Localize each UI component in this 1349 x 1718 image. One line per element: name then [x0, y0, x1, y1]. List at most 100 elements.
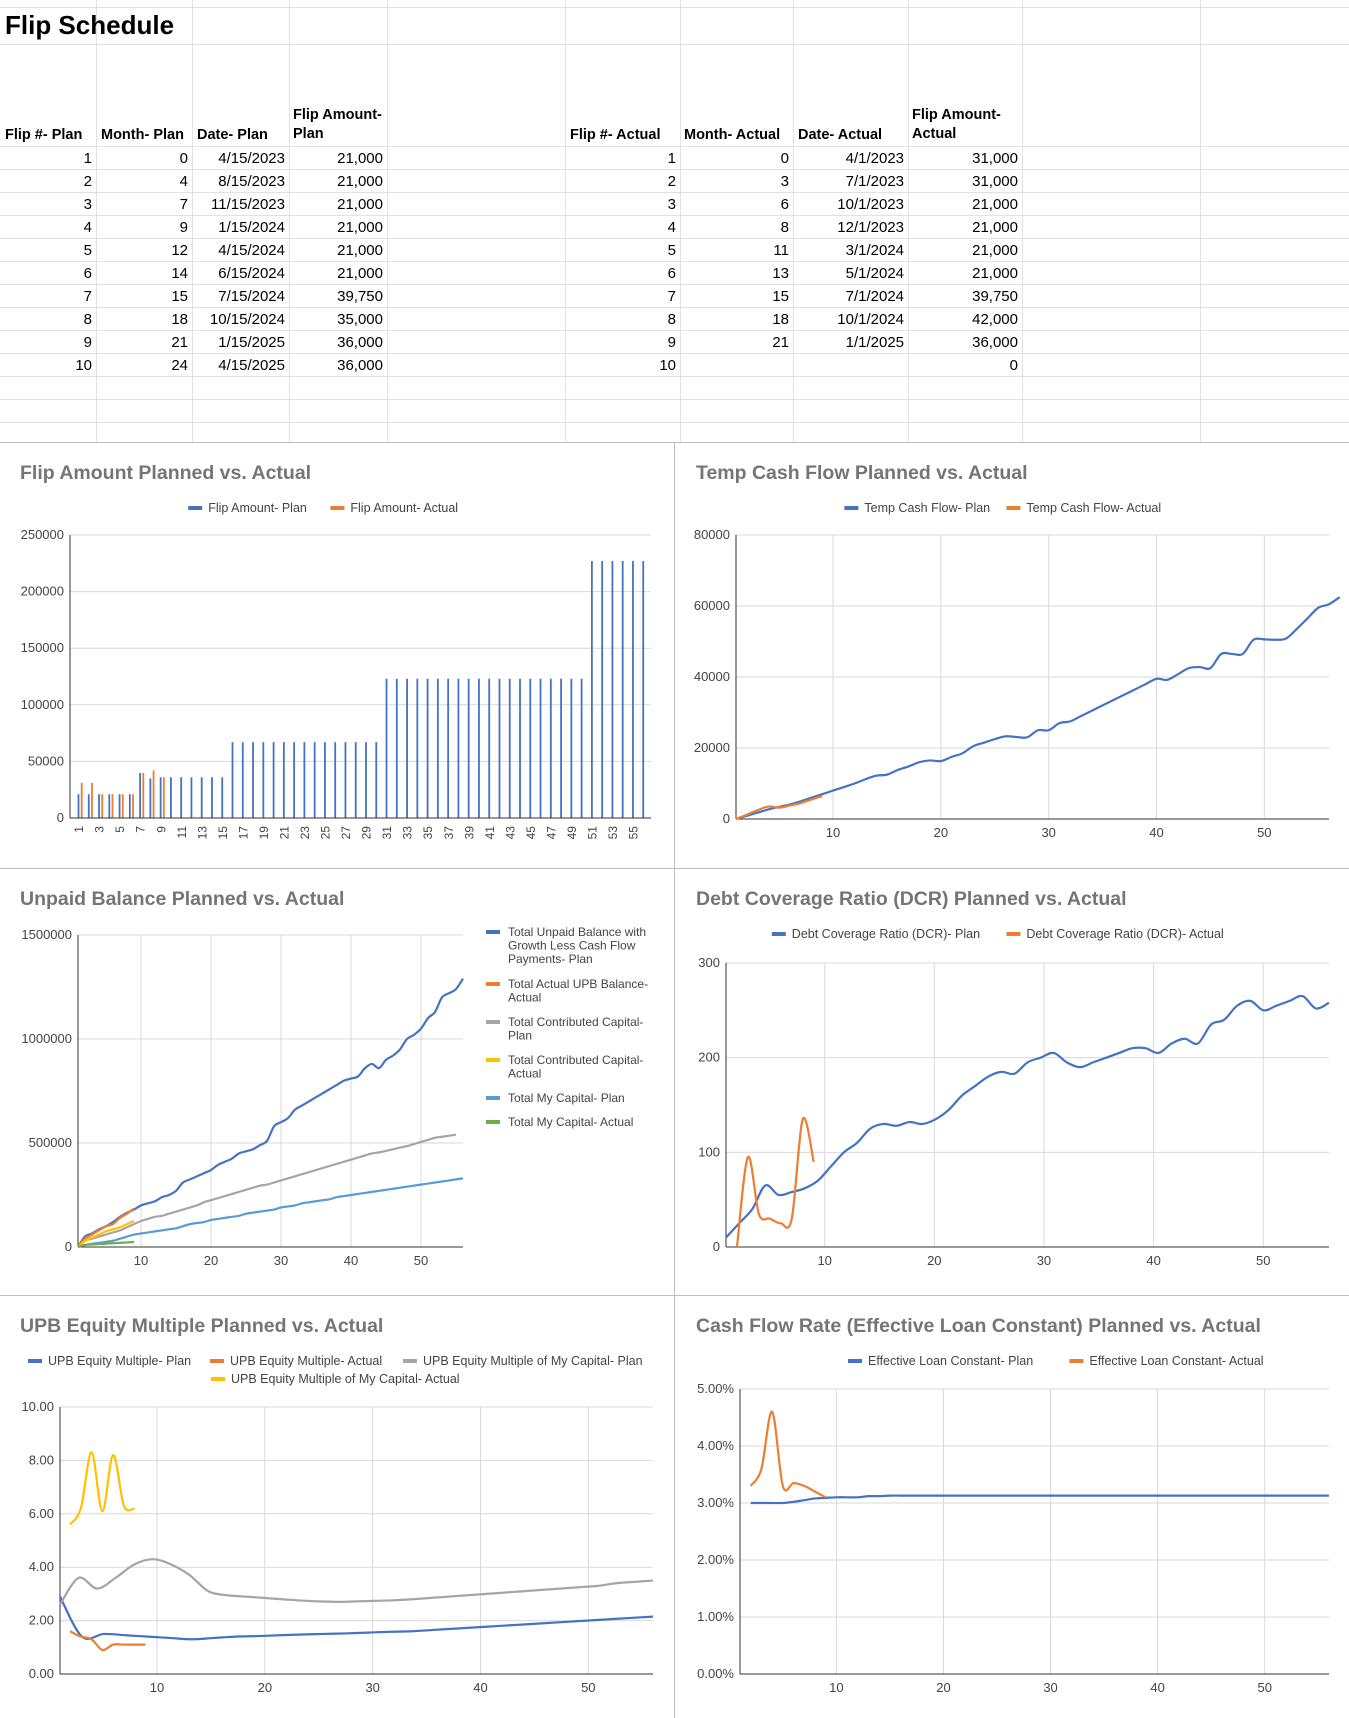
plan-cell[interactable]: 10 [75, 357, 92, 374]
actual-cell[interactable]: 12/1/2023 [837, 219, 904, 236]
plan-cell[interactable]: 1 [83, 150, 92, 167]
plan-cell[interactable]: 12 [171, 242, 188, 259]
dcr-svg: Debt Coverage Ratio (DCR)- Plan Debt Cove… [698, 927, 1330, 1268]
plan-cell[interactable]: 39,750 [337, 288, 383, 305]
dcr-chart[interactable]: Debt Coverage Ratio (DCR) Planned vs. Ac… [676, 870, 1349, 1293]
actual-cell[interactable]: 10/1/2024 [837, 311, 904, 328]
actual-cell[interactable]: 21,000 [972, 265, 1018, 282]
actual-cell[interactable]: 10/1/2023 [837, 196, 904, 213]
actual-cell[interactable]: 1/1/2025 [845, 334, 904, 351]
plan-cell[interactable]: 21,000 [337, 173, 383, 190]
plan_upb-line [77, 978, 464, 1248]
plan-cell[interactable]: 21,000 [337, 265, 383, 282]
actual-cell[interactable]: 8 [780, 219, 789, 236]
plan-cell[interactable]: 8 [83, 311, 92, 328]
unpaid-balance-chart[interactable]: Unpaid Balance Planned vs. Actual 0 50000… [0, 870, 673, 1293]
plan-cell[interactable]: 9 [179, 219, 188, 236]
actual-cell[interactable]: 21,000 [972, 219, 1018, 236]
actual-cell[interactable]: 8 [667, 311, 676, 328]
actual-cell[interactable]: 3 [667, 196, 676, 213]
plan-cell[interactable]: 6 [83, 265, 92, 282]
actual-cell[interactable]: 13 [772, 265, 789, 282]
actual-cell[interactable]: 15 [772, 288, 789, 305]
actual-cell[interactable]: 0 [1009, 357, 1018, 374]
plan-cell[interactable]: 7 [83, 288, 92, 305]
loan-constant-chart[interactable]: Cash Flow Rate (Effective Loan Constant)… [676, 1297, 1349, 1718]
actual-cell[interactable]: 3 [780, 173, 789, 190]
plan-cell[interactable]: 6/15/2024 [218, 265, 285, 282]
plan-cell[interactable]: 4/15/2024 [218, 242, 285, 259]
plan-cell[interactable]: 36,000 [337, 357, 383, 374]
actual-cell[interactable]: 0 [780, 150, 789, 167]
actual-cell[interactable]: 21 [772, 334, 789, 351]
actual-cell[interactable]: 3/1/2024 [845, 242, 904, 259]
plan-cell[interactable]: 15 [171, 288, 188, 305]
actual-cell[interactable]: 21,000 [972, 196, 1018, 213]
plan-bar [344, 742, 347, 818]
actual-cell[interactable]: 31,000 [972, 150, 1018, 167]
plan-cell[interactable]: 21,000 [337, 219, 383, 236]
actual-cell[interactable]: 5/1/2024 [845, 265, 904, 282]
plan-cell[interactable]: 4/15/2023 [218, 150, 285, 167]
plan-cell[interactable]: 5 [83, 242, 92, 259]
actual-cell[interactable]: 31,000 [972, 173, 1018, 190]
plan-cell[interactable]: 21,000 [337, 242, 383, 259]
plan-cell[interactable]: 1/15/2024 [218, 219, 285, 236]
plan-cell[interactable]: 4/15/2025 [218, 357, 285, 374]
actual-cell[interactable]: 4/1/2023 [845, 150, 904, 167]
actual-cell[interactable]: 21,000 [972, 242, 1018, 259]
legend-label: Debt Coverage Ratio (DCR)- Actual [1026, 927, 1223, 941]
plan-cell[interactable]: 7 [179, 196, 188, 213]
plan-cell[interactable]: 21,000 [337, 150, 383, 167]
plan-cell[interactable]: 18 [171, 311, 188, 328]
plan-cell[interactable]: 3 [83, 196, 92, 213]
plan-cell[interactable]: 7/15/2024 [218, 288, 285, 305]
actual-cell[interactable]: 9 [667, 334, 676, 351]
plan-bar [375, 742, 378, 818]
plan-cell[interactable]: 1/15/2025 [218, 334, 285, 351]
actual-cell[interactable]: 6 [667, 265, 676, 282]
x-tick-label: 50 [581, 1680, 595, 1695]
actual-cell[interactable]: 36,000 [972, 334, 1018, 351]
plan-cell[interactable]: 8/15/2023 [218, 173, 285, 190]
actual-cell[interactable]: 10 [659, 357, 676, 374]
x-tick-label: 25 [319, 826, 333, 840]
plan-cell[interactable]: 21 [171, 334, 188, 351]
equity-multiple-chart[interactable]: UPB Equity Multiple Planned vs. Actual U… [0, 1297, 673, 1718]
actual-cell[interactable]: 18 [772, 311, 789, 328]
actual-bar [152, 770, 155, 818]
plan-bar [200, 777, 203, 818]
plan-cell[interactable]: 0 [179, 150, 188, 167]
plan-cell[interactable]: 24 [171, 357, 188, 374]
actual-cell[interactable]: 2 [667, 173, 676, 190]
plan-bar [118, 794, 121, 818]
actual-cell[interactable]: 1 [667, 150, 676, 167]
y-tick-label: 1500000 [21, 927, 72, 942]
plan-cell[interactable]: 9 [83, 334, 92, 351]
plan-cell[interactable]: 36,000 [337, 334, 383, 351]
plan-cell[interactable]: 10/15/2024 [209, 311, 285, 328]
y-tick-label: 10.00 [21, 1399, 54, 1414]
flip-amount-chart[interactable]: Flip Amount Planned vs. Actual Flip Amou… [0, 444, 673, 866]
plan-cell[interactable]: 11/15/2023 [211, 196, 285, 213]
plan-cell[interactable]: 4 [179, 173, 188, 190]
actual-cell[interactable]: 39,750 [972, 288, 1018, 305]
actual-cell[interactable]: 5 [667, 242, 676, 259]
plan-cell[interactable]: 2 [83, 173, 92, 190]
plan-bar [149, 778, 152, 818]
plan-header-0: Flip #- Plan [5, 127, 83, 143]
actual-cell[interactable]: 11 [773, 242, 789, 259]
plan-line [59, 1596, 654, 1641]
actual-cell[interactable]: 7 [667, 288, 676, 305]
plan-cell[interactable]: 21,000 [337, 196, 383, 213]
temp-cash-flow-chart[interactable]: Temp Cash Flow Planned vs. Actual Temp C… [676, 444, 1349, 866]
plan-cell[interactable]: 4 [83, 219, 92, 236]
actual-header-0: Flip #- Actual [570, 127, 661, 143]
plan-cell[interactable]: 35,000 [337, 311, 383, 328]
actual-cell[interactable]: 7/1/2024 [845, 288, 904, 305]
actual-cell[interactable]: 6 [780, 196, 789, 213]
actual-cell[interactable]: 42,000 [972, 311, 1018, 328]
plan-cell[interactable]: 14 [171, 265, 188, 282]
actual-cell[interactable]: 4 [667, 219, 676, 236]
actual-cell[interactable]: 7/1/2023 [845, 173, 904, 190]
